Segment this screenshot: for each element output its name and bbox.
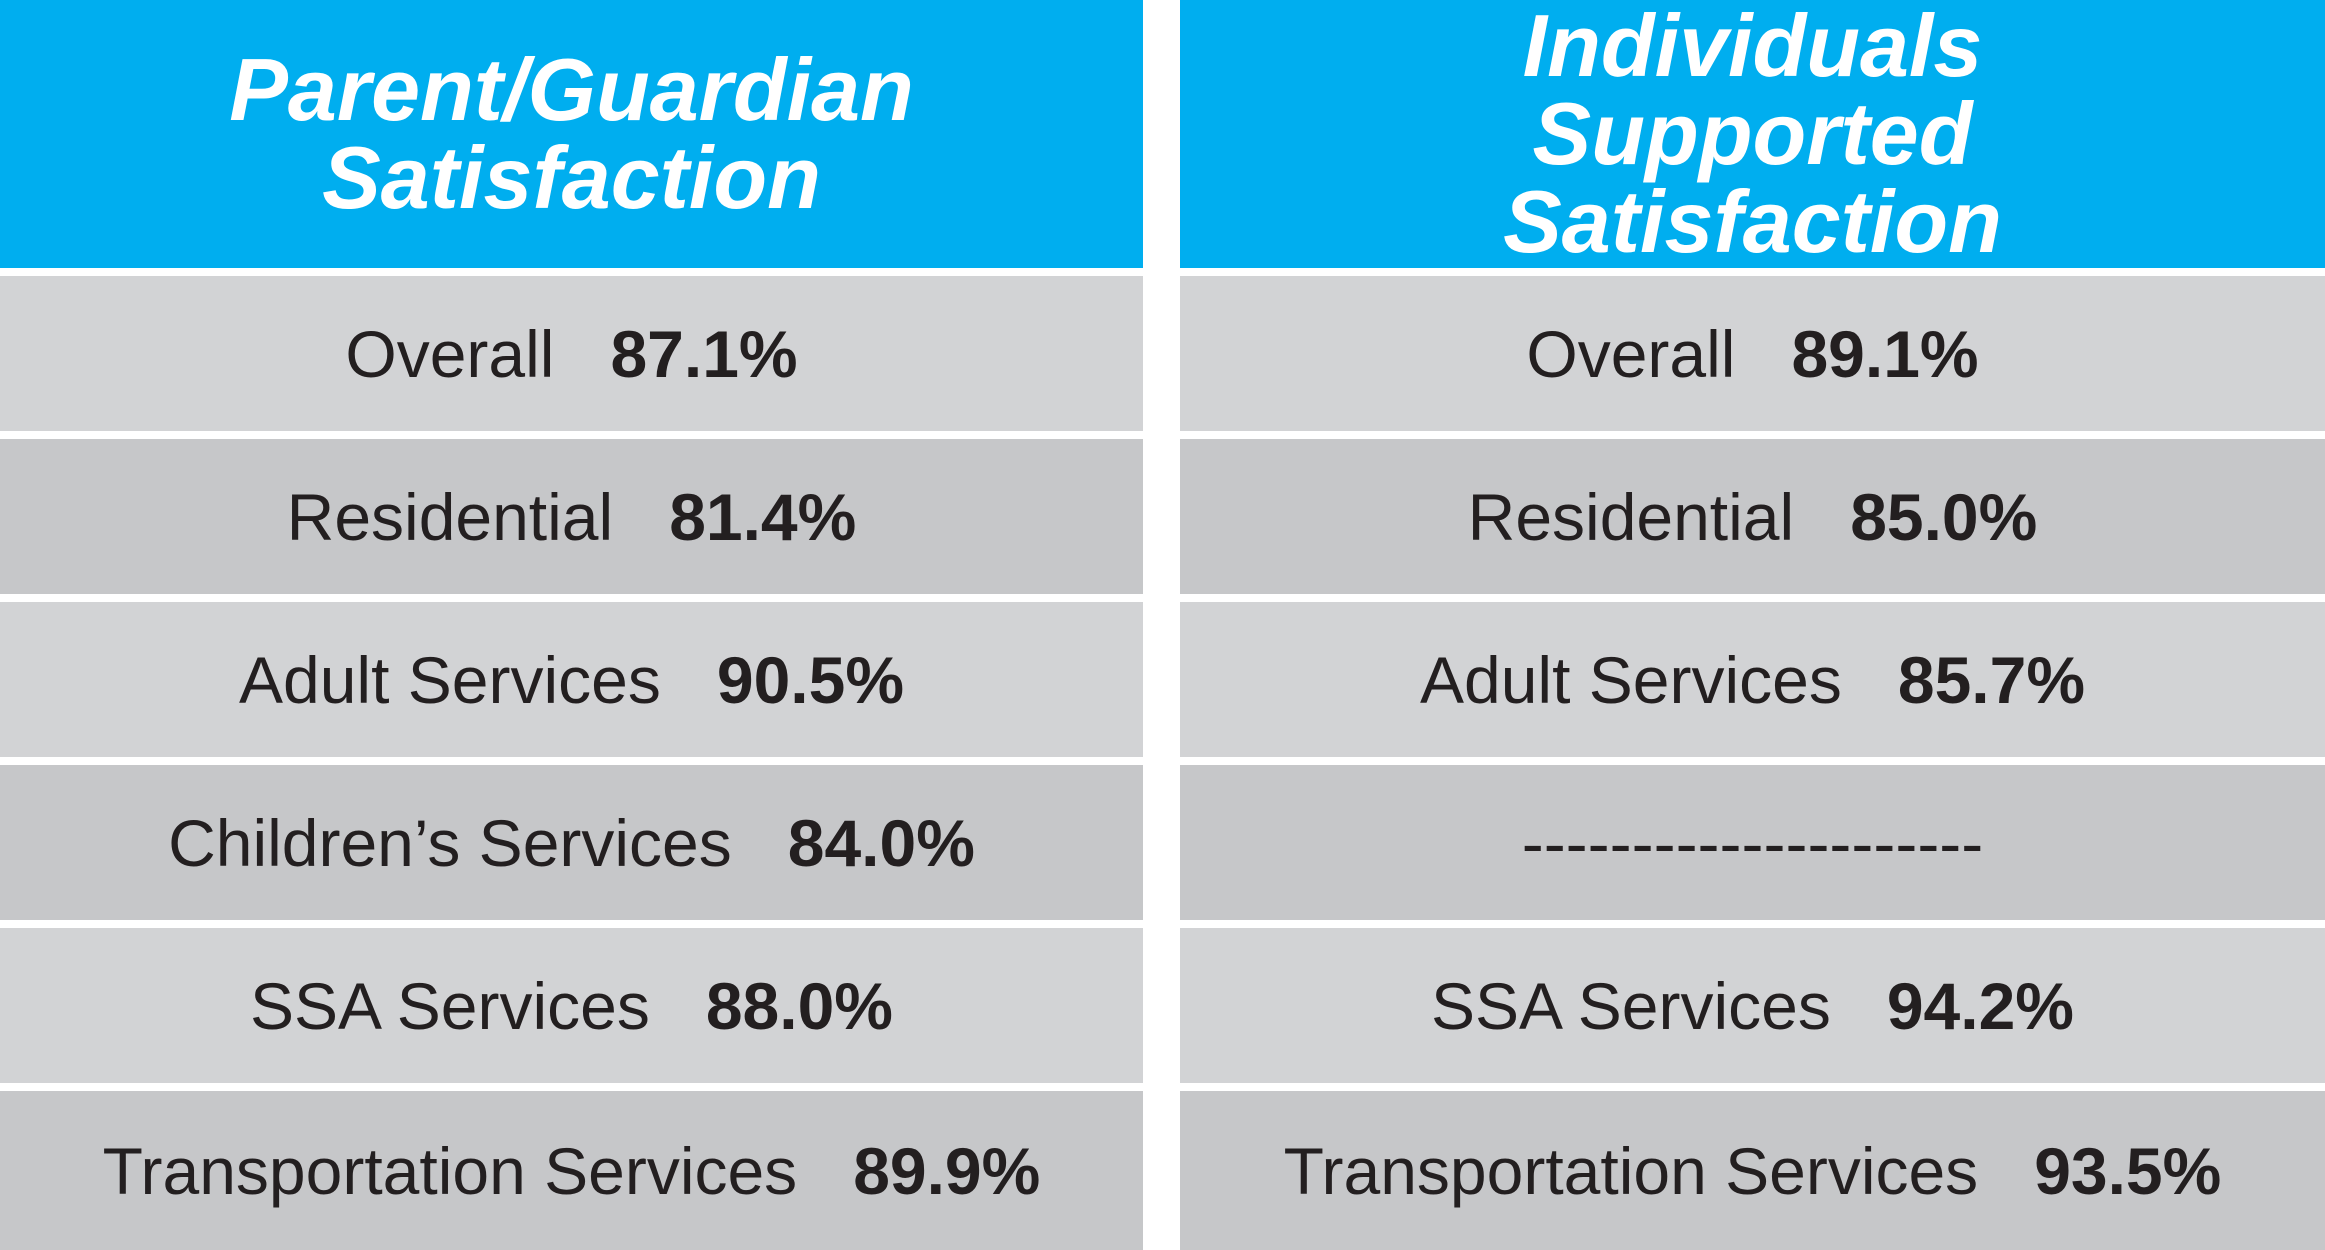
row-label: SSA Services xyxy=(250,968,650,1043)
table-row: SSA Services 88.0% xyxy=(0,928,1143,1083)
row-value: 85.7% xyxy=(1897,642,2085,717)
row-value: 94.2% xyxy=(1886,968,2074,1043)
table-row: Residential 85.0% xyxy=(1180,439,2325,594)
table-row: Transportation Services 93.5% xyxy=(1180,1091,2325,1250)
table-row: Overall 87.1% xyxy=(0,276,1143,431)
table-row: Residential 81.4% xyxy=(0,439,1143,594)
row-value: 88.0% xyxy=(705,968,893,1043)
row-label: Adult Services xyxy=(1420,642,1842,717)
row-label: Residential xyxy=(1467,479,1795,554)
row-label: SSA Services xyxy=(1431,968,1831,1043)
row-label: Overall xyxy=(1526,316,1736,391)
row-value: 81.4% xyxy=(669,479,857,554)
row-value: 87.1% xyxy=(610,316,798,391)
table-row: Transportation Services 89.9% xyxy=(0,1091,1143,1250)
row-value: 93.5% xyxy=(2034,1133,2222,1208)
table-row: --------------------- xyxy=(1180,765,2325,920)
table-row: SSA Services 94.2% xyxy=(1180,928,2325,1083)
row-label: Transportation Services xyxy=(102,1133,798,1208)
row-value: 89.1% xyxy=(1791,316,1979,391)
row-label: --------------------- xyxy=(1521,805,1984,880)
table-row: Adult Services 90.5% xyxy=(0,602,1143,757)
row-label: Transportation Services xyxy=(1283,1133,1979,1208)
row-label: Overall xyxy=(345,316,555,391)
row-value: 84.0% xyxy=(787,805,975,880)
row-value: 89.9% xyxy=(853,1133,1041,1208)
table-row: Adult Services 85.7% xyxy=(1180,602,2325,757)
column-title: Parent/Guardian Satisfaction xyxy=(0,0,1143,268)
table-column: Parent/Guardian Satisfaction Overall 87.1%… xyxy=(0,0,1143,1250)
table-column: Individuals Supported Satisfaction Overal… xyxy=(1180,0,2325,1250)
column-title: Individuals Supported Satisfaction xyxy=(1180,0,2325,268)
row-value: 90.5% xyxy=(716,642,904,717)
table-row: Children’s Services 84.0% xyxy=(0,765,1143,920)
table-row: Overall 89.1% xyxy=(1180,276,2325,431)
row-label: Adult Services xyxy=(239,642,661,717)
row-label: Children’s Services xyxy=(168,805,732,880)
row-label: Residential xyxy=(286,479,614,554)
row-value: 85.0% xyxy=(1850,479,2038,554)
